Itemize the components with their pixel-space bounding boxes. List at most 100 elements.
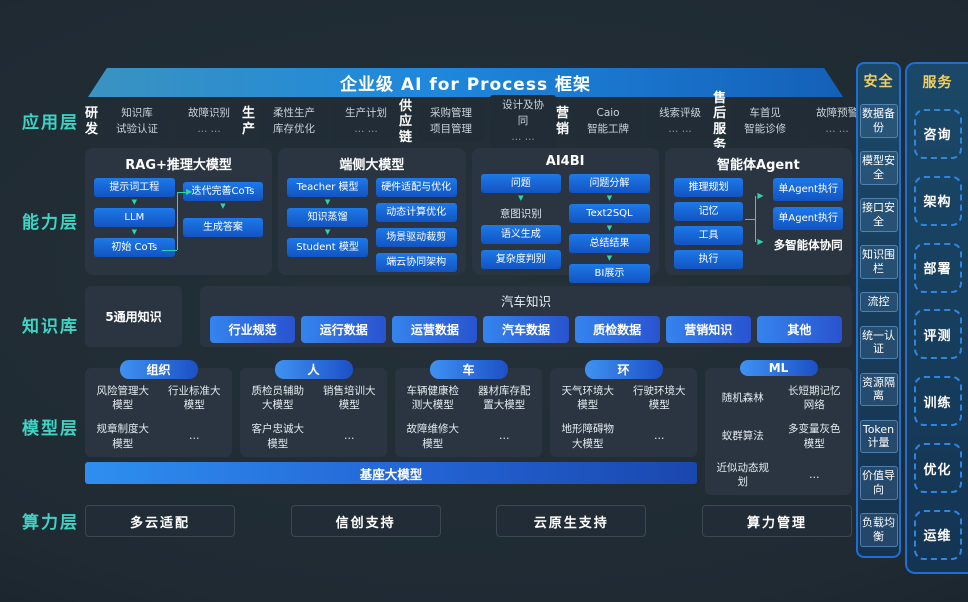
- service-item: 优化: [913, 443, 962, 494]
- model-col-person: 人 质检员辅助大模型 销售培训大模型 客户忠诚大模型 …: [240, 360, 387, 457]
- connector-line: [755, 196, 757, 242]
- connector-line: [161, 250, 177, 251]
- model-item: …: [809, 468, 820, 481]
- model-col-vehicle: 车 车辆健康检测大模型 器材库存配置大模型 故障维修大模型 …: [395, 360, 542, 457]
- agent-right-flow: 单Agent执行 单Agent执行 多智能体协同: [773, 178, 843, 269]
- app-chip-line: 智能诊修: [744, 123, 787, 135]
- service-item: 训练: [913, 376, 962, 427]
- app-chip: 柔性生产 库存优化: [261, 103, 328, 141]
- connector-line: [745, 219, 756, 220]
- app-chip: 车首见 智能诊修: [732, 103, 799, 141]
- general-knowledge-box: 5通用知识: [85, 286, 182, 347]
- arrow-down-icon: ▼: [606, 224, 613, 233]
- flow-node: 总结结果: [569, 234, 650, 254]
- layer-label-compute: 算力层: [22, 513, 79, 533]
- edge-model-box: 端侧大模型 Teacher 模型 ▼ 知识蒸馏 ▼ Student 模型 硬件适…: [278, 148, 466, 275]
- edge-left-flow: Teacher 模型 ▼ 知识蒸馏 ▼ Student 模型: [287, 178, 368, 272]
- flow-node: LLM: [94, 208, 175, 228]
- arrow-right-icon: ▶: [757, 191, 764, 200]
- ai4bi-box: AI4BI 问题 ▼ 意图识别 语义生成 复杂度判别 问题分解 ▼ Text2S…: [471, 148, 659, 284]
- security-item: 负载均衡: [859, 513, 898, 547]
- knowledge-pill: 汽车数据: [483, 316, 569, 343]
- arrow-down-icon: ▼: [131, 228, 137, 237]
- security-item: 价值导向: [859, 466, 898, 500]
- app-chip-line: 设计及协同: [502, 99, 545, 128]
- model-layer-row: 组织 风险管理大模型 行业标准大模型 规章制度大模型 … 人 质检员辅助大模型 …: [85, 360, 852, 496]
- model-item: 地形障碍物大模型: [561, 423, 615, 450]
- app-group-label: 生产: [242, 106, 256, 137]
- app-chip-line: ... ...: [197, 123, 221, 135]
- arrow-down-icon: ▼: [324, 198, 331, 206]
- base-model-bar: 基座大模型: [85, 462, 697, 484]
- app-chip-line: 库存优化: [273, 123, 316, 135]
- box-title: AI4BI: [545, 154, 585, 169]
- app-chip: 故障识别 ... ...: [176, 103, 243, 141]
- flow-node: 生成答案: [182, 218, 264, 238]
- app-chip-line: Caio: [596, 107, 620, 120]
- app-group-supplychain: 供应链 采购管理 项目管理 设计及协同 ... ...: [399, 95, 557, 149]
- box-title: 智能体Agent: [717, 158, 800, 173]
- arrow-down-icon: ▼: [131, 198, 137, 206]
- app-chip-line: ... ...: [825, 123, 849, 135]
- agent-box: 智能体Agent 推理规划 记忆 工具 执行 ▶ ▶ 单Agent执行: [664, 148, 852, 275]
- flow-node: 初始 CoTs: [94, 238, 175, 258]
- security-item: 资源隔离: [859, 372, 898, 407]
- app-chip-line: 故障识别: [188, 107, 231, 120]
- app-chip-line: ... ...: [668, 123, 692, 135]
- model-item: 质检员辅助大模型: [251, 385, 305, 412]
- compute-item: 多云适配: [85, 505, 235, 537]
- model-item: 规章制度大模型: [96, 423, 150, 450]
- list-node: 硬件适配与优化: [375, 178, 457, 197]
- model-item: 行驶环境大模型: [633, 385, 686, 412]
- app-group-label: 研发: [85, 106, 99, 137]
- flow-node: Text2SQL: [569, 204, 650, 224]
- banner: 企业级 AI for Process 框架: [88, 68, 843, 97]
- knowledge-pill: 运行数据: [301, 316, 387, 343]
- app-chip-line: ... ...: [511, 130, 535, 143]
- flow-node: 单Agent执行: [773, 207, 843, 230]
- model-col-environment: 环 天气环境大模型 行驶环境大模型 地形障碍物大模型 …: [550, 360, 697, 457]
- list-node: 推理规划: [673, 178, 744, 197]
- flow-node: 问题分解: [569, 174, 650, 193]
- app-chip: 故障预警 ... ...: [804, 103, 871, 141]
- app-chip: 采购管理 项目管理: [418, 103, 485, 141]
- agent-connector: ▶ ▶: [745, 178, 765, 269]
- rag-right-flow: 迭代完善CoTs ▼ 生成答案: [182, 178, 264, 257]
- app-group-label: 售后服务: [713, 90, 727, 153]
- model-item: …: [189, 430, 200, 443]
- app-chip-line: 智能工牌: [587, 123, 630, 135]
- service-rail-title: 服务: [922, 75, 953, 91]
- compute-item: 信创支持: [290, 505, 441, 537]
- model-pill: 组织: [119, 360, 198, 379]
- layer-label-model: 模型层: [22, 419, 79, 439]
- banner-title: 企业级 AI for Process 框架: [340, 75, 591, 95]
- list-node: 动态计算优化: [375, 203, 457, 222]
- model-item: …: [344, 430, 355, 443]
- model-item: 客户忠诚大模型: [251, 423, 305, 450]
- security-item: 统一认证: [859, 325, 898, 360]
- flow-node: 语义生成: [480, 225, 562, 245]
- app-group-label: 营销: [556, 106, 570, 137]
- app-chip-line: 知识库: [121, 107, 153, 120]
- compute-layer-row: 多云适配 信创支持 云原生支持 算力管理: [85, 505, 852, 537]
- model-col-organization: 组织 风险管理大模型 行业标准大模型 规章制度大模型 …: [85, 360, 232, 457]
- list-node: 执行: [673, 250, 744, 269]
- knowledge-pill: 行业规范: [210, 316, 296, 343]
- app-chip-line: 项目管理: [430, 123, 473, 135]
- security-rail: 安全 数据备份 模型安全 接口安全 知识围栏 流控 统一认证 资源隔离 Toke…: [856, 62, 901, 558]
- layer-label-capability: 能力层: [22, 213, 79, 233]
- app-chip-line: 采购管理: [430, 107, 473, 120]
- service-rail: 服务 咨询 架构 部署 评测 训练 优化 运维: [905, 62, 968, 574]
- flow-node: Teacher 模型: [287, 178, 368, 197]
- list-node: 场景驱动裁剪: [375, 228, 457, 247]
- arrow-down-icon: ▼: [606, 194, 613, 202]
- model-item: …: [499, 430, 510, 443]
- rag-reasoning-box: RAG+推理大模型 提示词工程 ▼ LLM ▼ 初始 CoTs 迭代完善CoTs…: [85, 148, 273, 275]
- knowledge-pill: 运营数据: [392, 316, 478, 343]
- app-group-aftersales: 售后服务 车首见 智能诊修 故障预警 ... ...: [713, 90, 871, 153]
- service-item: 评测: [913, 309, 962, 360]
- model-pill: ML: [739, 360, 818, 376]
- model-item: 销售培训大模型: [323, 385, 376, 412]
- model-item: 车辆健康检测大模型: [406, 385, 460, 412]
- flow-node: 问题: [480, 174, 562, 193]
